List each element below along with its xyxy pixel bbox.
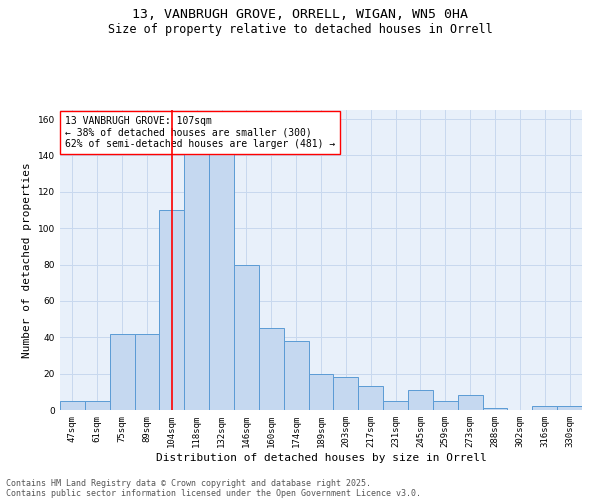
- Bar: [284, 341, 308, 410]
- Bar: [308, 374, 334, 410]
- Text: Contains public sector information licensed under the Open Government Licence v3: Contains public sector information licen…: [6, 488, 421, 498]
- Text: Contains HM Land Registry data © Crown copyright and database right 2025.: Contains HM Land Registry data © Crown c…: [6, 478, 371, 488]
- Bar: [557, 406, 582, 410]
- Bar: [134, 334, 160, 410]
- Bar: [234, 264, 259, 410]
- X-axis label: Distribution of detached houses by size in Orrell: Distribution of detached houses by size …: [155, 452, 487, 462]
- Bar: [160, 210, 184, 410]
- Bar: [482, 408, 508, 410]
- Bar: [383, 401, 408, 410]
- Y-axis label: Number of detached properties: Number of detached properties: [22, 162, 32, 358]
- Bar: [184, 134, 209, 410]
- Bar: [60, 401, 85, 410]
- Bar: [408, 390, 433, 410]
- Bar: [209, 138, 234, 410]
- Bar: [532, 406, 557, 410]
- Text: 13, VANBRUGH GROVE, ORRELL, WIGAN, WN5 0HA: 13, VANBRUGH GROVE, ORRELL, WIGAN, WN5 0…: [132, 8, 468, 20]
- Bar: [334, 378, 358, 410]
- Text: 13 VANBRUGH GROVE: 107sqm
← 38% of detached houses are smaller (300)
62% of semi: 13 VANBRUGH GROVE: 107sqm ← 38% of detac…: [65, 116, 335, 149]
- Bar: [259, 328, 284, 410]
- Bar: [85, 401, 110, 410]
- Bar: [358, 386, 383, 410]
- Bar: [458, 396, 482, 410]
- Text: Size of property relative to detached houses in Orrell: Size of property relative to detached ho…: [107, 22, 493, 36]
- Bar: [433, 401, 458, 410]
- Bar: [110, 334, 134, 410]
